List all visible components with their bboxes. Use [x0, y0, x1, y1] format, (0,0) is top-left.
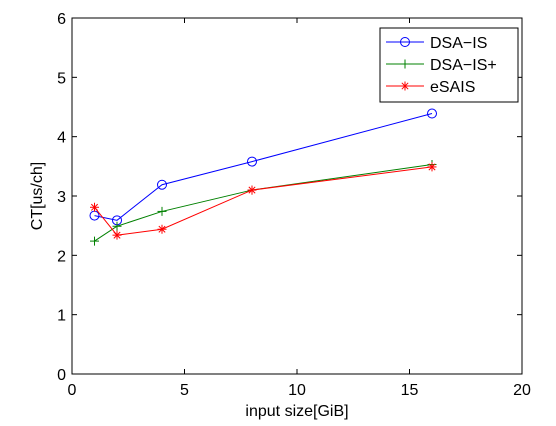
y-tick-label: 5	[57, 70, 66, 87]
series-asterisk	[90, 162, 437, 240]
legend-item: DSA−IS	[386, 35, 487, 52]
data-point	[247, 185, 257, 195]
data-point	[90, 236, 99, 246]
y-tick-label: 2	[57, 248, 66, 265]
legend-label: DSA−IS	[430, 35, 487, 52]
data-point	[157, 224, 167, 234]
series-line	[94, 113, 433, 221]
x-tick-label: 20	[513, 382, 531, 399]
y-tick-label: 6	[57, 11, 66, 28]
x-tick-label: 10	[288, 382, 306, 399]
series-layer	[89, 108, 437, 246]
data-point	[112, 230, 122, 240]
y-tick-label: 1	[57, 308, 66, 325]
legend-marker	[400, 37, 410, 47]
data-point	[247, 156, 257, 167]
axis-ticks: 0 5 10 15 20 0 1 2 3 4 5 6	[57, 11, 531, 399]
legend-label: eSAIS	[430, 79, 475, 96]
legend-label: DSA−IS+	[430, 57, 497, 74]
data-point	[427, 162, 437, 172]
legend-item: DSA−IS+	[386, 57, 497, 74]
x-axis-label: input size[GiB]	[245, 403, 348, 420]
x-tick-label: 15	[401, 382, 419, 399]
data-point	[90, 202, 99, 212]
legend-item: eSAIS	[386, 79, 475, 96]
y-axis-label: CT[us/ch]	[29, 162, 46, 230]
x-tick-label: 5	[180, 382, 189, 399]
legend: DSA−IS DSA−IS+ eSAIS	[379, 27, 519, 103]
y-tick-label: 4	[57, 130, 66, 147]
data-point	[157, 179, 167, 190]
legend-box	[379, 27, 519, 103]
legend-marker	[400, 59, 410, 69]
series-circle	[89, 108, 437, 226]
y-tick-label: 3	[57, 189, 66, 206]
data-point	[157, 206, 167, 216]
y-tick-label: 0	[57, 367, 66, 384]
x-tick-label: 0	[68, 382, 77, 399]
legend-marker	[400, 81, 410, 91]
data-point	[427, 108, 437, 119]
data-point	[112, 221, 122, 231]
